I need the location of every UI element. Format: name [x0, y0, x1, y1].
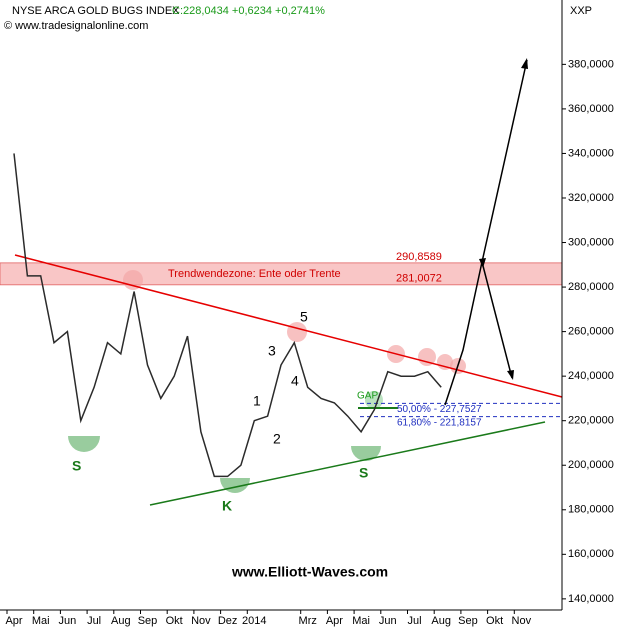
wave-label: 5 [300, 309, 308, 325]
x-tick-label: Jun [379, 615, 397, 627]
y-tick-label: 300,0000 [568, 236, 614, 248]
fib-label: 50,00% - 227,7527 [397, 404, 482, 415]
highlight [365, 391, 383, 409]
y-tick-label: 380,0000 [568, 58, 614, 70]
x-tick-label: Nov [191, 615, 211, 627]
wave-label: 1 [253, 393, 261, 409]
pattern-label: S [359, 465, 368, 481]
resistance-line [14, 254, 563, 398]
y-tick-label: 280,0000 [568, 281, 614, 293]
y-tick-label: 180,0000 [568, 504, 614, 516]
y-tick-label: 260,0000 [568, 326, 614, 338]
source: © www.tradesignalonline.com [4, 20, 148, 32]
wave-label: 4 [291, 373, 299, 389]
x-tick-label: Apr [5, 615, 22, 627]
highlight [287, 322, 307, 342]
arrowhead [479, 258, 486, 268]
gap-label: GAP [357, 391, 378, 402]
pattern-marker [351, 446, 381, 461]
quote: C:228,0434 +0,6234 +0,2741% [172, 5, 325, 17]
support-line [149, 421, 546, 506]
y-tick-label: 240,0000 [568, 370, 614, 382]
arrowheads [479, 58, 528, 380]
y-tick-label: 140,0000 [568, 593, 614, 605]
symbol: XXP [570, 5, 592, 17]
y-tick-label: 200,0000 [568, 459, 614, 471]
pattern-label: S [72, 458, 81, 474]
x-tick-label: Okt [486, 615, 503, 627]
x-tick-label: Aug [431, 615, 451, 627]
x-tick-label: Okt [166, 615, 183, 627]
x-tick-label: Mai [352, 615, 370, 627]
y-tick-label: 160,0000 [568, 548, 614, 560]
x-tick-label: Mai [32, 615, 50, 627]
x-tick-label: Sep [138, 615, 158, 627]
x-tick-label: 2014 [242, 615, 266, 627]
zone-upper-label: 290,8589 [396, 251, 442, 263]
zone-label: Trendwendezone: Ente oder Trente [168, 268, 341, 280]
arrowhead [507, 370, 514, 380]
zone-lower-label: 281,0072 [396, 273, 442, 285]
price-line [13, 153, 442, 478]
x-tick-label: Jul [407, 615, 421, 627]
y-tick-label: 220,0000 [568, 415, 614, 427]
wave-label: 2 [273, 431, 281, 447]
x-tick-label: Dez [218, 615, 238, 627]
y-tick-label: 320,0000 [568, 192, 614, 204]
x-tick-label: Sep [458, 615, 478, 627]
wave-label: 3 [268, 343, 276, 359]
x-tick-label: Aug [111, 615, 131, 627]
x-tick-label: Nov [512, 615, 532, 627]
fib-label: 61,80% - 221,8157 [397, 417, 482, 428]
y-tick-label: 340,0000 [568, 147, 614, 159]
pattern-marker [68, 436, 100, 452]
y-tick-label: 360,0000 [568, 103, 614, 115]
x-tick-label: Jul [87, 615, 101, 627]
projection [444, 59, 528, 406]
chart-title: NYSE ARCA GOLD BUGS INDEX [12, 5, 180, 17]
x-tick-label: Jun [59, 615, 77, 627]
x-tick-label: Apr [326, 615, 343, 627]
x-tick-label: Mrz [299, 615, 317, 627]
projection-path [481, 261, 513, 379]
arrowhead [521, 58, 528, 69]
watermark: www.Elliott-Waves.com [231, 564, 388, 580]
pattern-label: K [222, 498, 232, 514]
projection-path [444, 59, 528, 406]
